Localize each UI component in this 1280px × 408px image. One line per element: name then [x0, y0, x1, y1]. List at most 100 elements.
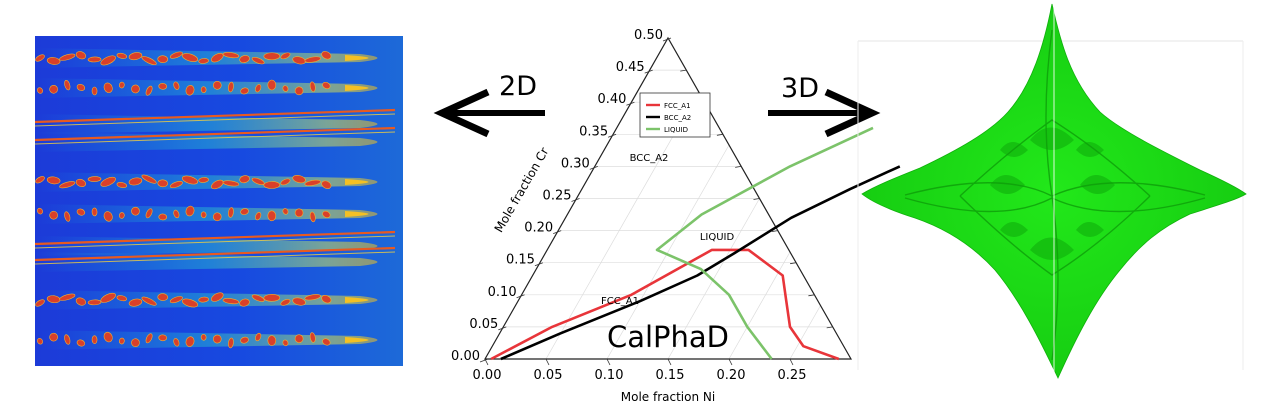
dendrite-band [35, 330, 378, 350]
dendrite-primary-arm [35, 108, 396, 124]
y-tick-label: 0.50 [634, 28, 663, 43]
y-tick-mark [479, 358, 489, 363]
dendrite-secondary-arm [76, 339, 86, 347]
dendrite-secondary-arm [212, 81, 222, 90]
dendrite-secondary-arm [294, 86, 304, 96]
dendrite-secondary-arm [185, 85, 195, 96]
y-tick-mark [534, 262, 544, 267]
dendrite-primary-arm [35, 246, 396, 262]
y-tick-label: 0.40 [597, 92, 626, 107]
dendrite-secondary-arm [75, 178, 87, 187]
dendrite-secondary-arm [91, 86, 98, 96]
dendrite-secondary-arm [294, 208, 304, 218]
dendrite-secondary-arm [200, 211, 207, 219]
dendrite-secondary-arm [145, 85, 153, 96]
y-tick-label: 0.45 [616, 60, 645, 75]
y-tick-mark [644, 69, 653, 74]
dendrite-secondary-arm [141, 56, 157, 66]
y-tick-label: 0.30 [561, 156, 590, 171]
dendrite-secondary-arm [103, 211, 113, 222]
series-line-fcc_a1 [490, 248, 840, 361]
dendrite-secondary-arm [181, 53, 199, 62]
series-line-bcc_a2 [500, 165, 901, 361]
x-tick-label: 0.10 [595, 368, 624, 383]
y-tick-label: 0.20 [524, 221, 553, 236]
dendrite-secondary-arm [173, 209, 180, 219]
dendrite-tip [345, 211, 369, 217]
y-tick-labels: 0.00 0.05 0.10 0.15 0.20 0.25 0.30 0.35 0.40 0.45… [451, 28, 663, 364]
legend-entry: LIQUID [664, 126, 688, 134]
dendrite-secondary-arm [185, 205, 195, 217]
x-tick-mark [667, 358, 672, 366]
dendrite-secondary-arm [49, 210, 58, 220]
y-tick-mark [626, 101, 635, 106]
dendrite-secondary-arm [158, 334, 168, 342]
dendrite-secondary-arm [198, 296, 209, 303]
dendrite-tip [345, 55, 369, 61]
dendrite-secondary-arm [100, 55, 116, 66]
dendrite-secondary-arm [103, 331, 113, 343]
dendrite-secondary-arm [64, 211, 71, 222]
dendrite-secondary-arm [169, 180, 183, 189]
gridline-x [606, 144, 730, 360]
dendrite-secondary-arm [75, 51, 87, 60]
dendrite-secondary-arm [292, 175, 306, 184]
right-tick-mark [808, 294, 815, 297]
y-tick-mark [589, 166, 598, 170]
dendrite-secondary-arm [118, 81, 125, 89]
x-tick-label: 0.25 [778, 368, 807, 383]
dendrite-secondary-arm [131, 84, 140, 94]
dendrite-secondary-arm [222, 180, 240, 187]
dendrite-secondary-arm [37, 338, 43, 345]
legend-entry: FCC_A1 [664, 102, 691, 110]
y-tick-mark [498, 326, 507, 331]
y-tick-mark [571, 198, 580, 202]
right-arrow: 3D [768, 73, 881, 138]
dendrite-secondary-arm [128, 52, 143, 61]
dendrite-secondary-arm [267, 79, 277, 91]
y-tick-mark [553, 230, 562, 234]
dendrite-secondary-arm [309, 211, 316, 223]
dendrite-secondary-arm [103, 82, 113, 93]
x-tick-label: 0.15 [656, 368, 685, 383]
dendrite-secondary-arm [280, 52, 291, 60]
dendrite-secondary-arm [309, 332, 316, 343]
dendrite-secondary-arm [198, 177, 209, 183]
x-tick-mark [728, 358, 733, 366]
dendrite-secondary-arm [46, 57, 61, 65]
dendrite-secondary-arm [173, 338, 180, 347]
dendrite-secondary-arm [200, 86, 207, 93]
dendrite-secondary-arm [141, 174, 157, 184]
dendrite-tip [345, 297, 369, 303]
dendrite-secondary-arm [46, 176, 61, 185]
dendrite-secondary-arm [59, 53, 76, 61]
dendrite-secondary-arm [282, 208, 289, 215]
gridline-x [789, 305, 821, 360]
right-tick-mark [716, 133, 723, 136]
dendrite-secondary-arm [37, 87, 43, 94]
dendrite-secondary-arm [100, 176, 116, 187]
dendrite-secondary-arm [280, 178, 291, 186]
dendrite-secondary-arm [282, 339, 289, 347]
dendrite-secondary-arm [222, 298, 240, 305]
dendrite-secondary-arm [282, 85, 289, 92]
dendrite-secondary-arm [145, 333, 153, 344]
dendrite-secondary-arm [304, 56, 321, 63]
dendrite-secondary-arm [37, 207, 43, 215]
dendrite-secondary-arm [118, 337, 125, 345]
x-tick-labels: 0.00 0.05 0.10 0.15 0.20 0.25 [473, 368, 807, 383]
dendrite-primary-arm [35, 126, 396, 142]
dendrite-secondary-arm [309, 81, 316, 92]
dendrite-secondary-arm [91, 335, 98, 345]
dendrite-secondary-arm [49, 84, 58, 94]
dendrite-secondary-arm [267, 335, 277, 346]
dendrite-secondary-arm [211, 292, 224, 302]
dendrite-secondary-arm [141, 296, 157, 306]
dendrite-secondary-arm [255, 332, 262, 342]
dendrite-3d-render [857, 3, 1247, 379]
x-axis-label: Mole fraction Ni [621, 390, 715, 404]
x-tick-label: 0.20 [717, 368, 746, 383]
dendrite-secondary-arm [263, 52, 281, 61]
dendrite-secondary-arm [240, 87, 249, 95]
